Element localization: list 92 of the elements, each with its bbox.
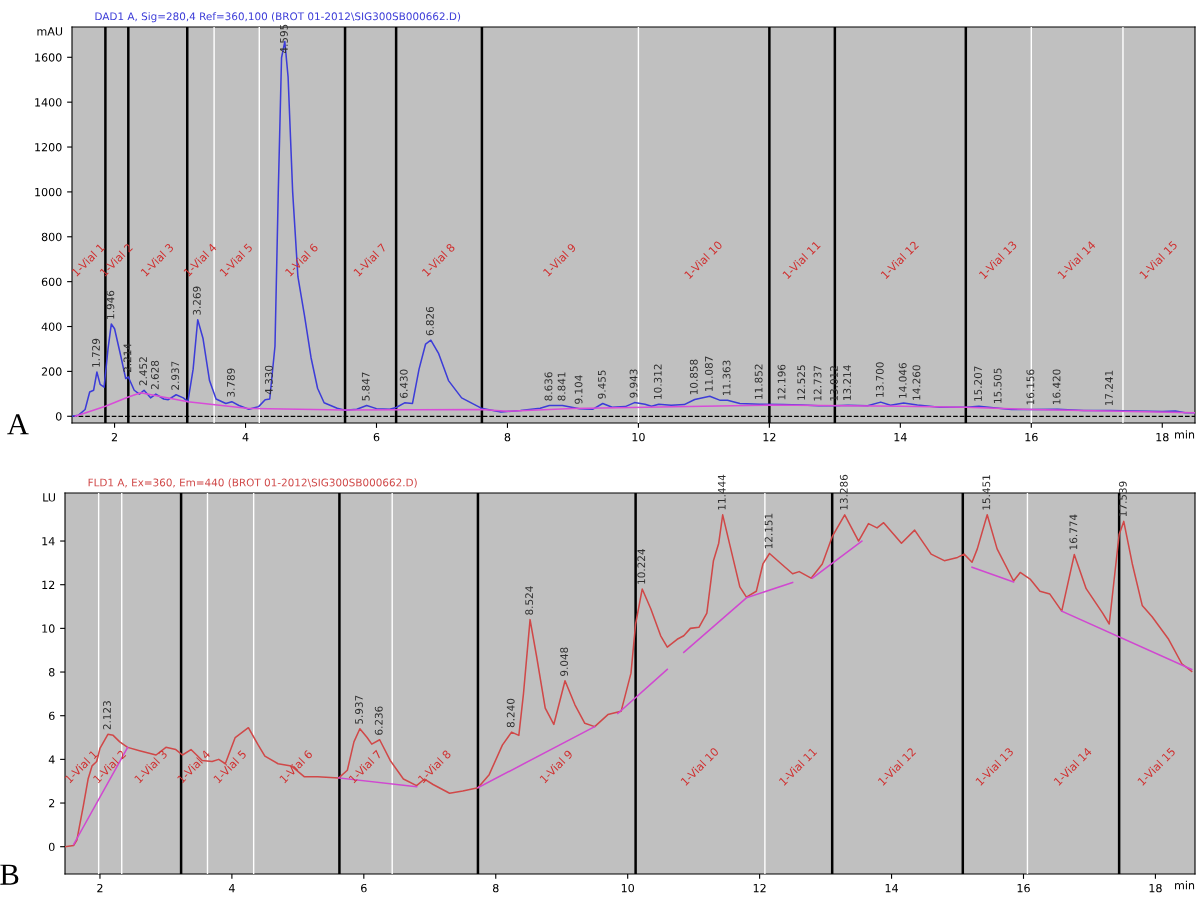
- annotation: 2.123: [103, 701, 111, 730]
- x-tick-label: 4: [228, 884, 235, 893]
- y-tick-label: 12: [42, 580, 55, 589]
- annotation: 14.046: [898, 363, 907, 398]
- annotation: 3.269: [192, 286, 201, 315]
- annotation: 8.636: [544, 372, 553, 401]
- text: B: [0, 864, 19, 885]
- y-tick-label: 0: [48, 842, 55, 852]
- x-tick-label: 8: [504, 432, 511, 442]
- annotation: 13.286: [839, 474, 848, 510]
- annotation: 9.048: [560, 647, 569, 676]
- y-tick-label: 1600: [35, 53, 62, 62]
- y-tick-label: 400: [41, 322, 62, 331]
- y-tick-label: 200: [41, 367, 62, 376]
- y-tick-label: 600: [41, 277, 62, 287]
- annotation: 13.214: [843, 365, 851, 400]
- annotation: 2.937: [171, 361, 180, 390]
- annotation: 11.444: [717, 474, 726, 510]
- annotation: 12.196: [777, 364, 786, 400]
- annotation: 11.087: [704, 356, 713, 391]
- y-tick-label: 4: [48, 755, 55, 764]
- annotation: 6.236: [374, 706, 383, 735]
- x-tick-label: 10: [621, 883, 635, 893]
- x-tick-label: 2: [97, 883, 103, 893]
- chart-title: FLD1 A, Ex=360, Em=440 (BROT 01-2012\SIG300SB000662.D): [88, 478, 417, 488]
- x-tick-label: 4: [242, 433, 249, 442]
- y-axis-title: LU: [43, 493, 55, 502]
- x-tick-label: 16: [1017, 883, 1030, 893]
- annotation: 5.847: [361, 372, 370, 401]
- annotation: 10.312: [653, 364, 662, 399]
- annotation: 12.151: [764, 513, 773, 549]
- annotation: 17.241: [1105, 370, 1113, 406]
- annotation: 16.156: [1026, 369, 1035, 405]
- annotation: 10.858: [689, 359, 698, 395]
- annotation: 15.505: [993, 368, 1002, 403]
- annotation: 13.012: [830, 366, 838, 401]
- annotation: 13.700: [875, 362, 884, 397]
- annotation: 9.943: [629, 369, 638, 398]
- annotation: 11.363: [722, 360, 731, 396]
- x-tick-label: 16: [1025, 432, 1038, 442]
- x-axis-title: min: [1175, 430, 1195, 439]
- chart-title: DAD1 A, Sig=280,4 Ref=360,100 (BROT 01-2012\SIG300SB000662.D): [95, 12, 461, 23]
- x-tick-label: 14: [894, 433, 907, 442]
- x-tick-label: 6: [361, 883, 367, 893]
- annotation: 5.937: [355, 695, 363, 724]
- y-tick-label: 10: [42, 624, 55, 633]
- x-tick-label: 18: [1156, 432, 1169, 442]
- annotation: 10.224: [637, 549, 646, 584]
- annotation: 15.451: [982, 475, 991, 510]
- y-tick-label: 1000: [35, 187, 62, 197]
- x-axis-title: min: [1175, 880, 1195, 890]
- annotation: 3.789: [226, 368, 235, 397]
- annotation: 9.455: [597, 370, 606, 399]
- annotation: 16.774: [1069, 514, 1078, 550]
- y-tick-label: 14: [42, 537, 55, 546]
- annotation: 8.240: [506, 698, 515, 728]
- annotation: 17.539: [1118, 481, 1127, 517]
- annotation: 8.524: [525, 586, 534, 615]
- annotation: 2.628: [150, 360, 159, 390]
- annotation: 2.452: [139, 357, 148, 386]
- x-tick-label: 18: [1149, 883, 1162, 893]
- x-tick-label: 2: [111, 432, 117, 442]
- annotation: 16.420: [1052, 369, 1061, 404]
- annotation: 6.826: [425, 306, 434, 336]
- y-tick-label: 1400: [35, 98, 62, 107]
- x-tick-label: 12: [753, 883, 766, 893]
- y-tick-label: 8: [48, 668, 55, 677]
- y-tick-label: 1200: [35, 143, 62, 152]
- annotation: 2.214: [123, 343, 132, 373]
- annotation: 1.946: [106, 290, 115, 319]
- y-tick-label: 800: [41, 232, 62, 242]
- text: A: [7, 414, 29, 435]
- annotation: 14.260: [912, 365, 921, 400]
- annotation: 12.737: [813, 366, 822, 401]
- x-tick-label: 14: [885, 884, 898, 893]
- y-tick-label: 2: [49, 799, 55, 808]
- annotation: 6.430: [399, 369, 408, 398]
- annotation: 4.595: [279, 24, 288, 54]
- x-tick-label: 12: [763, 432, 776, 442]
- y-tick-label: 6: [48, 711, 55, 721]
- annotation: 15.207: [974, 366, 982, 401]
- x-tick-label: 6: [373, 432, 380, 442]
- x-tick-label: 10: [632, 432, 645, 442]
- x-tick-label: 8: [492, 883, 499, 893]
- annotation: 4.330: [264, 365, 273, 395]
- annotation: 1.729: [92, 338, 100, 367]
- annotation: 12.525: [797, 365, 806, 400]
- annotation: 8.841: [557, 372, 566, 401]
- annotation: 11.852: [754, 364, 763, 399]
- annotation: 9.104: [574, 375, 583, 404]
- y-tick-label: 0: [55, 412, 62, 421]
- y-axis-title: mAU: [37, 27, 63, 36]
